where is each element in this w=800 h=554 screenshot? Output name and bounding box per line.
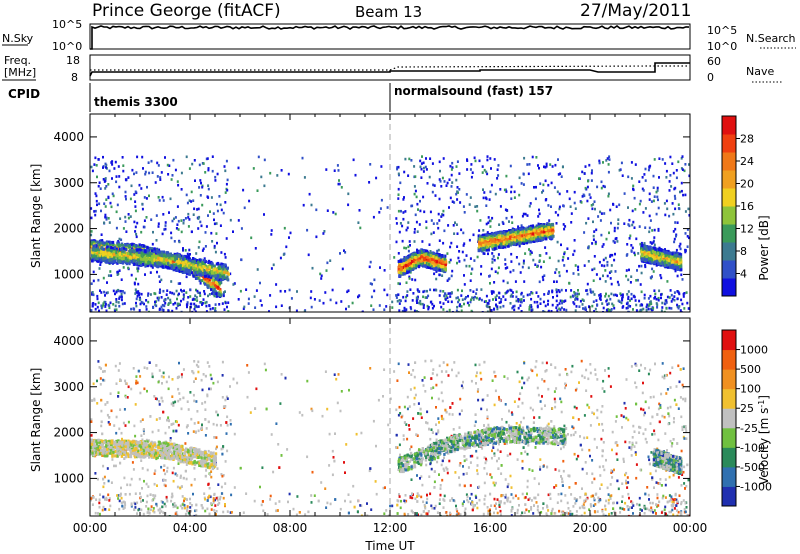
colorbar-tick: -500 [740, 461, 765, 474]
freq-tick-top: 18 [66, 54, 80, 67]
x-tick-label: 20:00 [573, 521, 608, 535]
freq-label-line2: [MHz] [4, 66, 36, 79]
velocity-heatmap-cells [90, 359, 690, 516]
colorbar-swatch [722, 116, 736, 135]
colorbar-swatch [722, 260, 736, 279]
cpid-row: CPID themis 3300 normalsound (fast) 157 [8, 83, 553, 112]
nsky-tick-bottom: 10^0 [52, 40, 82, 53]
velocity-ylabel: Slant Range [km] [29, 368, 43, 472]
colorbar-swatch [722, 206, 736, 225]
freq-label-line1: Freq. [4, 54, 31, 67]
colorbar-swatch [722, 170, 736, 189]
colorbar-tick: -1000 [740, 480, 772, 493]
x-tick-label: 16:00 [473, 521, 508, 535]
station-title: Prince George (fitACF) [92, 1, 281, 21]
colorbar-swatch [722, 369, 736, 390]
colorbar-swatch [722, 447, 736, 468]
nave-tick-bottom: 0 [707, 71, 714, 84]
nsearch-label: N.Search [746, 32, 796, 45]
cpid-label: CPID [8, 87, 40, 101]
sky-noise-trace [90, 25, 690, 50]
colorbar-tick: -25 [740, 422, 758, 435]
x-tick-label: 04:00 [173, 521, 208, 535]
power-colorbar-label: Power [dB] [757, 215, 771, 280]
colorbar-tick: 16 [740, 200, 754, 213]
frequency-panel: Freq. [MHz] 18 8 60 0 Nave [2, 54, 782, 84]
power-heatmap-cells [90, 155, 690, 312]
y-tick-label: 3000 [53, 380, 84, 394]
colorbar-tick: 8 [740, 245, 747, 258]
colorbar-swatch [722, 224, 736, 243]
colorbar-swatch [722, 408, 736, 429]
colorbar-tick: 1000 [740, 344, 768, 357]
colorbar-tick: 25 [740, 402, 754, 415]
power-ylabel: Slant Range [km] [29, 164, 43, 268]
colorbar-swatch [722, 427, 736, 448]
colorbar-tick: 28 [740, 133, 754, 146]
y-tick-label: 3000 [53, 176, 84, 190]
x-tick-label: 12:00 [373, 521, 408, 535]
nsky-tick-top: 10^5 [52, 18, 82, 31]
nave-trace [90, 65, 690, 71]
colorbar-swatch [722, 278, 736, 297]
colorbar-swatch [722, 242, 736, 261]
velocity-colorbar: 1000 500 100 25 -25 -100 -500 -1000 [721, 329, 772, 507]
cpid-segment-1: themis 3300 [94, 95, 178, 109]
x-tick-label: 00:00 [673, 521, 708, 535]
velocity-colorbar-label: Velocity [m s-1] [757, 395, 772, 485]
beam-label: Beam 13 [355, 3, 422, 21]
x-tick-label: 00:00 [73, 521, 108, 535]
colorbar-swatch [722, 188, 736, 207]
colorbar-tick: -100 [740, 441, 765, 454]
nave-label: Nave [746, 65, 774, 78]
colorbar-swatch [722, 152, 736, 171]
y-tick-label: 1000 [53, 471, 84, 485]
x-axis: 00:00 04:00 08:00 12:00 16:00 20:00 00:00 [73, 114, 708, 535]
y-tick-label: 4000 [53, 130, 84, 144]
y-tick-label: 2000 [53, 222, 84, 236]
colorbar-tick: 4 [740, 268, 747, 281]
y-tick-label: 4000 [53, 334, 84, 348]
colorbar-tick: 100 [740, 383, 761, 396]
colorbar-tick: 12 [740, 223, 754, 236]
colorbar-swatch [722, 134, 736, 153]
colorbar-tick: 24 [740, 155, 754, 168]
freq-tick-bottom: 8 [71, 71, 78, 84]
velocity-panel: 1000 2000 3000 4000 Slant Range [km] [29, 317, 691, 517]
nsearch-tick-top: 10^5 [707, 24, 737, 37]
colorbar-swatch [722, 466, 736, 487]
colorbar-swatch [722, 349, 736, 370]
power-panel: 1000 2000 3000 4000 Slant Range [km] [29, 113, 691, 313]
y-tick-label: 2000 [53, 426, 84, 440]
cpid-segment-2: normalsound (fast) 157 [394, 84, 553, 98]
y-tick-label: 1000 [53, 267, 84, 281]
colorbar-tick: 20 [740, 178, 754, 191]
nsky-label: N.Sky [2, 32, 34, 45]
x-tick-label: 08:00 [273, 521, 308, 535]
colorbar-tick: 500 [740, 363, 761, 376]
power-colorbar: 28 24 20 16 12 8 4 [721, 115, 754, 297]
sky-noise-panel: N.Sky 10^5 10^0 10^5 10^0 N.Search [2, 18, 796, 53]
colorbar-swatch [722, 330, 736, 351]
frequency-trace [89, 62, 690, 77]
nave-tick-top: 60 [707, 55, 721, 68]
colorbar-swatch [722, 486, 736, 507]
x-axis-label: Time UT [364, 539, 415, 553]
nsearch-tick-bottom: 10^0 [707, 40, 737, 53]
colorbar-swatch [722, 388, 736, 409]
date-label: 27/May/2011 [580, 1, 692, 21]
